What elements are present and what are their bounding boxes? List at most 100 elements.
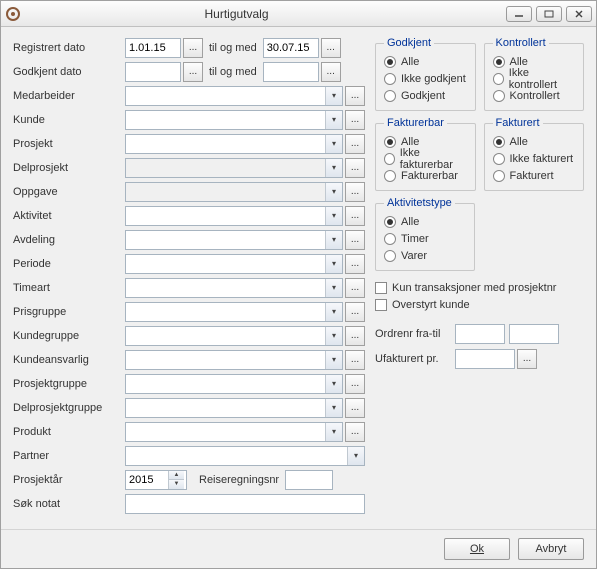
godkjent-from-input[interactable]	[125, 62, 181, 82]
check-overstyrt-kunde[interactable]	[375, 299, 387, 311]
aktivitetstype-option-0[interactable]: Alle	[384, 213, 466, 230]
avdeling-combo[interactable]: ▾	[125, 230, 343, 250]
godkjent-option-1[interactable]: Ikke godkjent	[384, 70, 467, 87]
kontrollert-radio-0[interactable]	[493, 56, 505, 68]
registrert-to-input[interactable]	[263, 38, 319, 58]
periode-lookup-button[interactable]: ...	[345, 254, 365, 274]
fakturert-option-2[interactable]: Fakturert	[493, 167, 576, 184]
chevron-down-icon[interactable]: ▾	[325, 87, 342, 105]
chevron-down-icon[interactable]: ▾	[347, 447, 364, 465]
prisgruppe-combo[interactable]: ▾	[125, 302, 343, 322]
kontrollert-option-1[interactable]: Ikke kontrollert	[493, 70, 576, 87]
fakturert-radio-0[interactable]	[493, 136, 505, 148]
aktivitetstype-option-2[interactable]: Varer	[384, 247, 466, 264]
delprosjektgruppe-lookup-button[interactable]: ...	[345, 398, 365, 418]
registrert-from-lookup-button[interactable]: ...	[183, 38, 203, 58]
delprosjektgruppe-combo[interactable]: ▾	[125, 398, 343, 418]
fakturert-option-1[interactable]: Ikke fakturert	[493, 150, 576, 167]
chevron-down-icon[interactable]: ▾	[325, 135, 342, 153]
chevron-down-icon[interactable]: ▾	[325, 303, 342, 321]
prosjektgruppe-combo[interactable]: ▾	[125, 374, 343, 394]
aktivitetstype-radio-0[interactable]	[384, 216, 396, 228]
godkjent-option-2[interactable]: Godkjent	[384, 87, 467, 104]
godkjent-to-lookup-button[interactable]: ...	[321, 62, 341, 82]
avdeling-lookup-button[interactable]: ...	[345, 230, 365, 250]
prosjektaar-input[interactable]	[126, 471, 168, 489]
fakturerbar-radio-0[interactable]	[384, 136, 396, 148]
chevron-down-icon[interactable]: ▾	[325, 279, 342, 297]
prisgruppe-lookup-button[interactable]: ...	[345, 302, 365, 322]
kundeansvarlig-lookup-button[interactable]: ...	[345, 350, 365, 370]
ordrenr-from-input[interactable]	[455, 324, 505, 344]
minimize-button[interactable]	[506, 6, 532, 22]
check-kun-transaksjoner[interactable]	[375, 282, 387, 294]
chevron-down-icon[interactable]: ▾	[325, 207, 342, 225]
chevron-down-icon[interactable]: ▾	[325, 375, 342, 393]
godkjent-to-input[interactable]	[263, 62, 319, 82]
prosjekt-lookup-button[interactable]: ...	[345, 134, 365, 154]
sok-notat-input[interactable]	[125, 494, 365, 514]
chevron-down-icon[interactable]: ▾	[325, 255, 342, 273]
fakturert-radio-1[interactable]	[493, 153, 505, 165]
ufakturert-lookup-button[interactable]: ...	[517, 349, 537, 369]
ok-button[interactable]: Ok	[444, 538, 510, 560]
chevron-down-icon[interactable]: ▾	[325, 183, 342, 201]
maximize-button[interactable]	[536, 6, 562, 22]
chevron-down-icon[interactable]: ▾	[325, 231, 342, 249]
godkjent-radio-1[interactable]	[384, 73, 396, 85]
aktivitetstype-radio-1[interactable]	[384, 233, 396, 245]
close-button[interactable]	[566, 6, 592, 22]
kundegruppe-combo[interactable]: ▾	[125, 326, 343, 346]
spin-up-icon[interactable]: ▲	[169, 471, 184, 481]
oppgave-combo[interactable]: ▾	[125, 182, 343, 202]
chevron-down-icon[interactable]: ▾	[325, 351, 342, 369]
timeart-lookup-button[interactable]: ...	[345, 278, 365, 298]
chevron-down-icon[interactable]: ▾	[325, 399, 342, 417]
kunde-combo[interactable]: ▾	[125, 110, 343, 130]
medarbeider-lookup-button[interactable]: ...	[345, 86, 365, 106]
fakturerbar-radio-1[interactable]	[384, 153, 395, 165]
chevron-down-icon[interactable]: ▾	[325, 327, 342, 345]
registrert-from-input[interactable]	[125, 38, 181, 58]
prosjektgruppe-lookup-button[interactable]: ...	[345, 374, 365, 394]
registrert-to-lookup-button[interactable]: ...	[321, 38, 341, 58]
medarbeider-combo[interactable]: ▾	[125, 86, 343, 106]
kunde-lookup-button[interactable]: ...	[345, 110, 365, 130]
aktivitetstype-radio-2[interactable]	[384, 250, 396, 262]
godkjent-radio-0[interactable]	[384, 56, 396, 68]
delprosjekt-lookup-button[interactable]: ...	[345, 158, 365, 178]
aktivitet-lookup-button[interactable]: ...	[345, 206, 365, 226]
delprosjekt-combo[interactable]: ▾	[125, 158, 343, 178]
godkjent-option-0[interactable]: Alle	[384, 53, 467, 70]
fakturerbar-option-1[interactable]: Ikke fakturerbar	[384, 150, 467, 167]
spin-down-icon[interactable]: ▼	[169, 480, 184, 489]
chevron-down-icon[interactable]: ▾	[325, 111, 342, 129]
aktivitetstype-option-1[interactable]: Timer	[384, 230, 466, 247]
fakturerbar-option-2[interactable]: Fakturerbar	[384, 167, 467, 184]
cancel-button[interactable]: Avbryt	[518, 538, 584, 560]
fakturerbar-radio-2[interactable]	[384, 170, 396, 182]
produkt-combo[interactable]: ▾	[125, 422, 343, 442]
produkt-lookup-button[interactable]: ...	[345, 422, 365, 442]
ordrenr-to-input[interactable]	[509, 324, 559, 344]
kundeansvarlig-combo[interactable]: ▾	[125, 350, 343, 370]
prosjektaar-spinner[interactable]: ▲▼	[125, 470, 187, 490]
godkjent-radio-2[interactable]	[384, 90, 396, 102]
ufakturert-input[interactable]	[455, 349, 515, 369]
chevron-down-icon[interactable]: ▾	[325, 159, 342, 177]
reiseregningsnr-input[interactable]	[285, 470, 333, 490]
chevron-down-icon[interactable]: ▾	[325, 423, 342, 441]
kontrollert-radio-1[interactable]	[493, 73, 504, 85]
godkjent-legend: Godkjent	[384, 37, 434, 49]
fakturert-radio-2[interactable]	[493, 170, 505, 182]
kundegruppe-lookup-button[interactable]: ...	[345, 326, 365, 346]
timeart-combo[interactable]: ▾	[125, 278, 343, 298]
periode-combo[interactable]: ▾	[125, 254, 343, 274]
godkjent-from-lookup-button[interactable]: ...	[183, 62, 203, 82]
partner-combo[interactable]: ▾	[125, 446, 365, 466]
prosjekt-combo[interactable]: ▾	[125, 134, 343, 154]
oppgave-lookup-button[interactable]: ...	[345, 182, 365, 202]
aktivitet-combo[interactable]: ▾	[125, 206, 343, 226]
fakturert-option-0[interactable]: Alle	[493, 133, 576, 150]
kontrollert-radio-2[interactable]	[493, 90, 505, 102]
